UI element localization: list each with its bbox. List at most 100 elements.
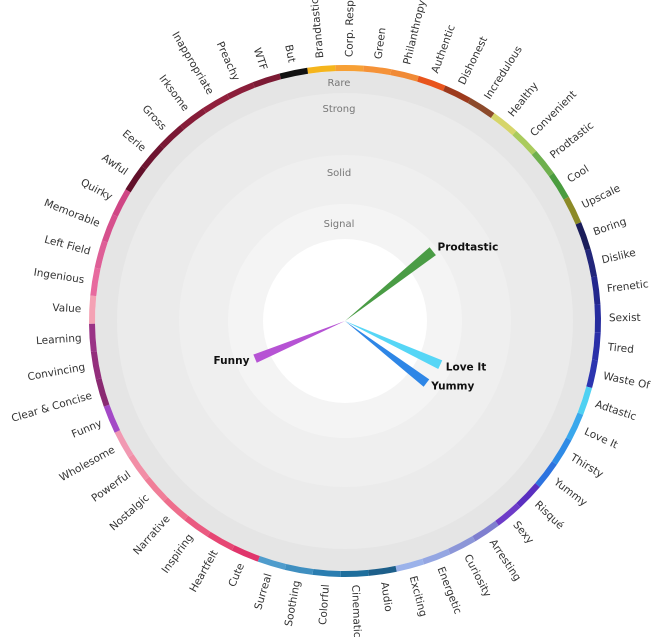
sector-boring	[575, 222, 591, 251]
sector-label-wholesome: Wholesome	[58, 444, 118, 484]
sector-label-philanthropy: Philanthropy	[401, 0, 428, 66]
sector-label-authentic: Authentic	[429, 23, 458, 75]
value-bar-funny	[253, 321, 345, 363]
value-bar-prodtastic	[345, 247, 436, 321]
sector-ingenious	[90, 267, 101, 297]
sector-label-waste-of: Waste Of	[602, 370, 651, 392]
sector-convenient	[512, 130, 537, 155]
sector-label-tired: Tired	[606, 341, 634, 356]
sector-upscale	[563, 196, 582, 225]
value-label-love-it: Love It	[446, 361, 486, 373]
sector-label-heartfelt: Heartfelt	[187, 548, 220, 594]
sector-label-inspiring: Inspiring	[160, 532, 196, 576]
sector-label-surreal: Surreal	[252, 572, 274, 611]
sector-colorful	[312, 568, 341, 577]
ring-label-rare: Rare	[328, 78, 351, 89]
sector-label-sexist: Sexist	[609, 312, 641, 324]
ring-label-solid: Solid	[327, 168, 351, 179]
sector-label-frenetic: Frenetic	[606, 278, 649, 295]
sector-adtastic	[577, 386, 593, 415]
sector-label-brandtastic: Brandtastic	[309, 0, 327, 59]
sector-eerie	[141, 144, 164, 170]
sector-label-funny: Funny	[70, 417, 104, 440]
sector-label-irksome: Irksome	[156, 73, 191, 114]
sector-sexist	[594, 304, 601, 333]
sector-label-yummy: Yummy	[551, 476, 590, 510]
sector-inappropriate	[202, 93, 230, 114]
sector-philanthropy	[390, 69, 419, 82]
ring-label-signal: Signal	[324, 219, 355, 230]
sector-label-clear-concise: Clear & Concise	[10, 390, 93, 425]
sector-label-convenient: Convenient	[528, 88, 579, 139]
value-bar-yummy	[345, 321, 430, 387]
sector-prodtastic	[531, 150, 554, 177]
sector-wholesome	[114, 430, 134, 458]
sector-label-convincing: Convincing	[27, 361, 86, 383]
sector-label-preachy: Preachy	[214, 40, 242, 83]
sector-label-thirsty: Thirsty	[567, 451, 605, 480]
sector-cool	[548, 172, 569, 200]
sector-label-prodtastic: Prodtastic	[548, 119, 596, 161]
sector-label-incredulous: Incredulous	[482, 44, 525, 102]
sector-quirky	[112, 189, 131, 217]
sector-value	[88, 295, 97, 324]
sector-label-curiosity: Curiosity	[461, 553, 493, 600]
sector-convincing	[90, 351, 102, 380]
sector-label-left-field: Left Field	[43, 234, 92, 258]
sector-label-wtf: WTF	[251, 46, 269, 71]
sector-label-dishonest: Dishonest	[456, 35, 490, 87]
sector-tired	[592, 332, 601, 361]
sector-incredulous	[467, 97, 495, 119]
sector-heartfelt	[207, 531, 235, 551]
sector-exciting	[395, 558, 424, 572]
value-bar-love-it	[345, 321, 443, 370]
sector-authentic	[417, 75, 446, 92]
sector-left-field	[94, 240, 108, 269]
sector-label-adtastic: Adtastic	[594, 398, 638, 423]
sector-label-healthy: Healthy	[506, 80, 541, 119]
sector-learning	[89, 323, 97, 352]
sector-green	[363, 65, 392, 76]
sector-clear-concise	[95, 378, 110, 407]
sector-label-soothing: Soothing	[283, 580, 303, 628]
value-bars: Prodtastic Love It Yummy Funny	[214, 241, 499, 392]
sector-audio	[368, 565, 397, 576]
sector-healthy	[490, 113, 517, 136]
sector-label-ingenious: Ingenious	[33, 267, 85, 287]
sector-love-it	[566, 412, 584, 441]
sector-wtf	[252, 73, 282, 88]
sector-label-energetic: Energetic	[435, 565, 464, 616]
sector-label-memorable: Memorable	[42, 197, 101, 230]
sector-curiosity	[447, 536, 476, 555]
sector-label-arresting: Arresting	[487, 537, 523, 583]
sector-inspiring	[184, 515, 211, 537]
value-label-funny: Funny	[214, 355, 250, 367]
sector-label-risqu: Risqué	[532, 499, 566, 532]
sector-narrative	[163, 497, 189, 521]
sector-label-value: Value	[52, 302, 81, 315]
sector-frenetic	[591, 276, 601, 305]
sector-label-awful: Awful	[99, 152, 129, 178]
sector-funny	[103, 404, 121, 433]
sector-risqu	[516, 483, 540, 508]
sector-label-but: But	[282, 44, 297, 64]
sector-label-sexy: Sexy	[510, 519, 536, 546]
ring-label-strong: Strong	[323, 104, 356, 115]
sector-label-quirky: Quirky	[79, 177, 115, 204]
sector-label-green: Green	[373, 27, 389, 60]
sector-brandtastic	[307, 65, 336, 74]
sector-waste-of	[586, 359, 598, 389]
sector-arresting	[472, 520, 499, 542]
sector-energetic	[422, 548, 451, 565]
sector-label-cool: Cool	[565, 163, 591, 185]
sector-label-corp-resp: Corp. Resp.	[343, 0, 356, 57]
sector-label-cinematic: Cinematic	[349, 585, 363, 638]
sector-label-eerie: Eerie	[120, 128, 148, 155]
sector-label-learning: Learning	[36, 332, 82, 347]
sector-gross	[159, 125, 185, 149]
sector-label-colorful: Colorful	[317, 584, 332, 625]
sector-label-love-it: Love It	[582, 426, 619, 452]
sector-nostalgic	[144, 476, 168, 502]
sector-label-cute: Cute	[226, 562, 247, 589]
sector-label-nostalgic: Nostalgic	[107, 492, 151, 533]
